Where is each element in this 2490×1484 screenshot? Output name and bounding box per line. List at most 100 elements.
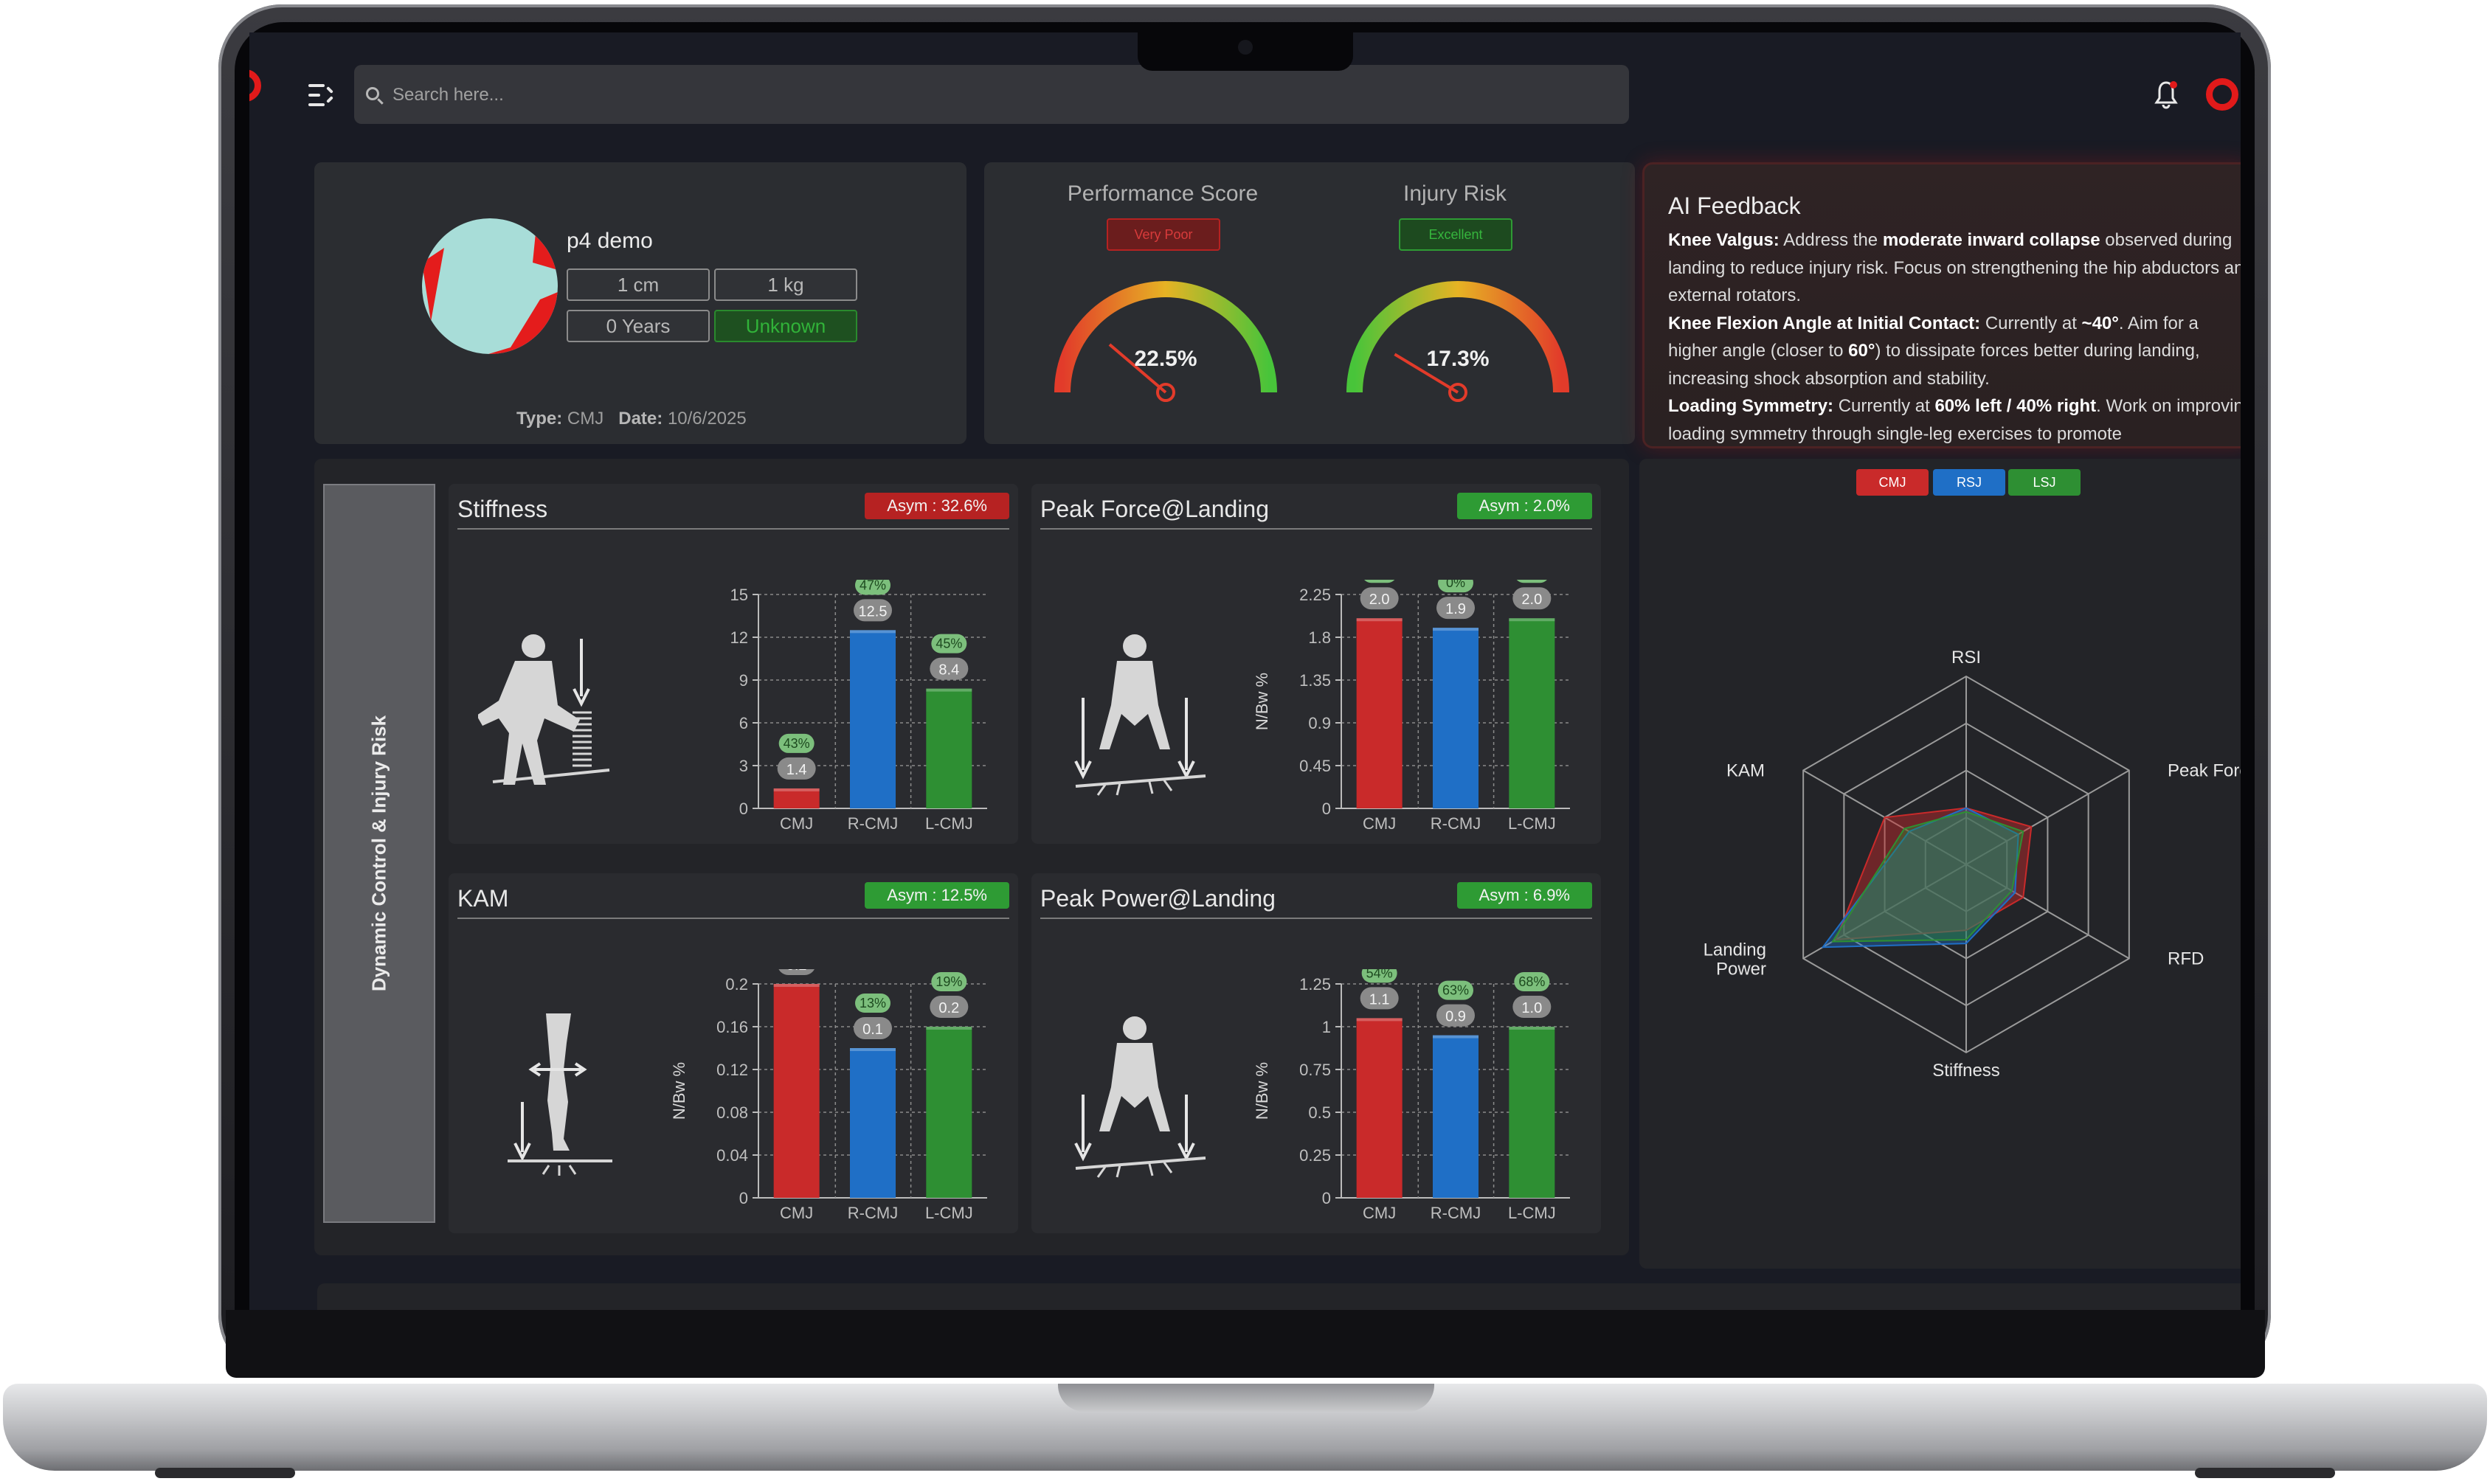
radar-series [1834, 807, 2033, 941]
feedback-text: ) to dissipate forces better during land… [1668, 341, 2200, 389]
value-badge [854, 599, 892, 622]
search-input[interactable] [391, 65, 1589, 125]
chart-title: KAM [457, 885, 509, 912]
performance-score-title: Performance Score [1067, 181, 1259, 206]
feedback-highlight: 60° [1848, 341, 1875, 361]
feedback-highlight: moderate inward collapse [1882, 230, 2100, 250]
x-tick-label: L-CMJ [1508, 1204, 1556, 1222]
y-tick-label: 0.08 [716, 1103, 748, 1122]
value-badge [1360, 587, 1399, 610]
y-tick-label: 0.9 [1308, 714, 1331, 732]
y-tick-label: 0.5 [1308, 1103, 1331, 1122]
value-badge [1512, 996, 1552, 1018]
y-tick-label: 1 [1322, 1018, 1331, 1036]
x-tick-label: R-CMJ [1431, 1204, 1481, 1222]
data-label: 1.1 [1369, 991, 1390, 1008]
bar-top-highlight [1433, 1035, 1479, 1039]
radar-axis-label: Landing Power [1704, 940, 1766, 979]
data-label: 2.0 [1369, 592, 1390, 608]
laptop-foot [155, 1468, 295, 1478]
percent-badge [1514, 972, 1550, 991]
peak-power-bar-chart: N/Bw % 0 0.25 0.5 0.75 1 1.25 CMJ 1.1 54% R-CMJ 0.9… [1253, 969, 1570, 1222]
x-tick-label: CMJ [780, 1204, 813, 1222]
legend-cmj[interactable]: CMJ [1856, 469, 1929, 496]
percent-label: 63% [1442, 983, 1469, 998]
x-tick-label: L-CMJ [925, 1204, 973, 1222]
value-badge [1436, 1004, 1475, 1027]
y-tick-label: 2.25 [1299, 586, 1331, 604]
x-tick-label: R-CMJ [848, 1204, 898, 1222]
landing-power-figure-icon [1074, 1016, 1206, 1178]
ai-feedback-title: AI Feedback [1668, 193, 1801, 219]
y-tick-label: 0.2 [725, 975, 748, 994]
search-bar [354, 65, 1629, 125]
user-profile-icon[interactable] [2206, 78, 2238, 111]
performance-score-badge: Very Poor [1107, 218, 1220, 251]
bar [1433, 628, 1479, 808]
percent-badge [1361, 969, 1397, 983]
laptop-foot [2195, 1468, 2335, 1478]
value-badge [1512, 587, 1552, 610]
bar-top-highlight [850, 1048, 896, 1051]
bar-top-highlight [1356, 618, 1403, 622]
bar [1433, 1035, 1479, 1198]
percent-label: 0% [1446, 580, 1465, 590]
tab-dynamic-control[interactable]: Dynamic Control & Injury Risk [323, 484, 435, 1223]
y-tick-label: 1.35 [1299, 671, 1331, 690]
bar-top-highlight [773, 788, 820, 791]
injury-risk-value: 17.3% [1426, 347, 1490, 371]
injury-risk-gauge [1346, 281, 1569, 402]
asymmetry-badge: Asym : 32.6% [865, 493, 1009, 519]
divider [457, 528, 1009, 530]
bar-top-highlight [1509, 618, 1555, 622]
y-tick-label: 0.12 [716, 1061, 748, 1079]
knee-valgus-figure-icon [508, 1013, 612, 1176]
notification-bell-icon[interactable] [2154, 80, 2178, 114]
feedback-text: . Work on improving loading symmetry thr… [1668, 396, 2241, 444]
session-meta: Type: CMJ Date: 10/6/2025 [516, 409, 747, 429]
percent-badge [931, 972, 967, 991]
radar-spoke [1802, 864, 1967, 960]
feedback-lead: Knee Valgus: [1668, 230, 1780, 250]
percent-badge [855, 580, 890, 595]
weight-field: 1 kg [714, 268, 857, 301]
y-tick-label: 0 [739, 1189, 748, 1207]
type-value: CMJ [567, 409, 604, 429]
feedback-text: observed during landing to reduce injury… [1668, 230, 2241, 305]
bar [1509, 1027, 1555, 1198]
brand-logo-icon [249, 69, 261, 102]
injury-risk-badge: Excellent [1399, 218, 1512, 251]
percent-badge [1516, 580, 1547, 583]
radar-series [1821, 807, 2019, 949]
avatar [422, 218, 558, 354]
y-tick-label: 1.25 [1299, 975, 1331, 994]
side-tab-label: Dynamic Control & Injury Risk [367, 715, 390, 992]
radar-axis-label: KAM [1726, 761, 1765, 781]
x-tick-label: CMJ [1363, 814, 1396, 833]
percent-label: 54% [1366, 969, 1393, 980]
y-tick-label: 9 [739, 671, 748, 690]
percent-badge [855, 994, 890, 1013]
percent-badge [931, 634, 967, 653]
legend-lsj[interactable]: LSJ [2008, 469, 2081, 496]
radar-axis-label: Peak Force [2168, 761, 2241, 781]
divider [457, 918, 1009, 919]
radar-axis-label: Stiffness [1932, 1061, 2000, 1081]
feedback-lead: Knee Flexion Angle at Initial Contact: [1668, 313, 1981, 333]
feedback-text: . Aim for a higher angle (closer to [1668, 313, 2199, 361]
chart-title: Stiffness [457, 496, 548, 522]
kam-bar-chart: N/Bw %00.040.080.120.160.2CMJ0.230%R-CMJ… [670, 969, 987, 1222]
feedback-highlight: ~40° [2081, 313, 2119, 333]
percent-label: 13% [860, 996, 886, 1010]
bar-top-highlight [1433, 628, 1479, 631]
peak-power-chart-card: Peak Power@Landing Asym : 6.9% N/Bw % 0 0.… [1031, 873, 1601, 1233]
menu-toggle-icon[interactable] [308, 83, 335, 108]
x-tick-label: L-CMJ [1508, 814, 1556, 833]
percent-label: 68% [1518, 974, 1545, 989]
percent-label: 43% [784, 736, 810, 751]
data-label: 1.4 [786, 762, 807, 778]
legend-rsj[interactable]: RSJ [1933, 469, 2005, 496]
age-field: 0 Years [567, 310, 710, 342]
y-tick-label: 0 [1322, 800, 1331, 818]
injury-risk-title: Injury Risk [1403, 181, 1507, 206]
